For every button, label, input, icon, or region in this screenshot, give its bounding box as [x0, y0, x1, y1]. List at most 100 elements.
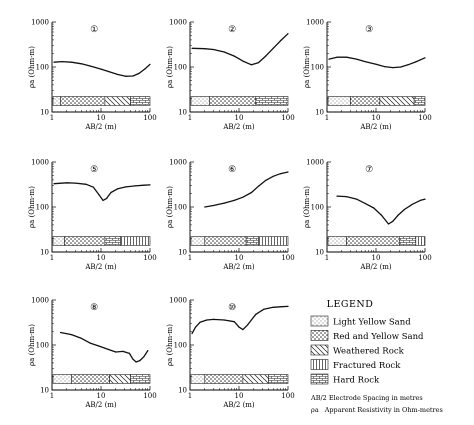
curve-point — [373, 207, 375, 209]
resistivity-symbol: ρa — [311, 406, 319, 414]
curve-point — [250, 191, 253, 194]
curve-point — [117, 73, 119, 76]
x-tick-label: 1 — [50, 254, 54, 262]
curve-point — [392, 220, 394, 222]
x-tick-label: 100 — [143, 392, 156, 400]
curve-point — [92, 186, 94, 188]
curve-point — [381, 214, 383, 216]
resistivity-curve — [328, 56, 426, 69]
x-tick-label: 1 — [325, 114, 329, 122]
layer-hard-rock — [130, 96, 151, 106]
curve-point — [204, 206, 206, 208]
curve-point — [100, 68, 102, 70]
layer-light-yellow-sand — [190, 96, 210, 106]
x-tick-label: 10 — [372, 254, 381, 262]
layer-hard-rock — [104, 236, 121, 246]
curve-point — [281, 306, 283, 308]
curve-point — [424, 57, 426, 59]
y-tick-label: 10 — [178, 109, 187, 117]
curve-point — [287, 171, 289, 173]
curve-point — [355, 58, 358, 60]
layer-fractured-rock — [120, 236, 151, 246]
curve-point — [419, 199, 421, 201]
y-tick-label: 1000 — [169, 297, 187, 305]
y-axis-label: ρa (Ohm-m) — [166, 324, 174, 366]
curve-point — [255, 313, 257, 315]
layer-hard-rock — [413, 96, 426, 106]
y-tick-label: 10 — [40, 109, 49, 117]
curve-point — [247, 324, 249, 326]
y-tick-label: 10 — [315, 109, 324, 117]
curve-point — [403, 208, 405, 211]
curve-point — [384, 66, 386, 68]
curve-point — [400, 66, 402, 68]
curve-point — [265, 179, 267, 181]
curve-point — [345, 56, 348, 58]
panel-number: ⑦ — [365, 165, 373, 175]
y-axis-label: ρa (Ohm-m) — [166, 186, 174, 228]
curve-point — [364, 61, 366, 63]
curve-point — [199, 321, 201, 323]
layer-weathered-rock — [104, 96, 131, 106]
x-axis-label: AB/2 (m) — [84, 263, 117, 271]
resistivity-description: Apparent Resistivity in Ohm-metres — [324, 406, 443, 414]
curve-point — [61, 61, 63, 63]
curve-point — [287, 305, 289, 307]
curve-point — [223, 202, 225, 204]
curve-point — [397, 214, 399, 216]
legend-note-spacing: AB/2 Electrode Spacing in metres — [310, 394, 423, 402]
curve-point — [195, 326, 197, 328]
curve-point — [132, 358, 134, 360]
panel-number: ② — [228, 25, 236, 35]
panel-number: ⑩ — [228, 303, 236, 313]
x-tick-label: 1 — [50, 392, 54, 400]
curve-point — [336, 195, 338, 197]
curve-point — [233, 199, 235, 201]
curve-point — [85, 183, 87, 185]
curve-point — [98, 345, 100, 347]
y-axis-label: ρa (Ohm-m) — [303, 186, 311, 228]
x-axis-label: AB/2 (m) — [359, 263, 392, 271]
curve-point — [60, 331, 62, 334]
y-tick-label: 100 — [36, 64, 49, 72]
curve-point — [272, 47, 274, 49]
curve-point — [411, 203, 413, 205]
curve-point — [102, 199, 104, 201]
legend-label-hard-rock: Hard Rock — [333, 376, 380, 386]
curve-point — [407, 64, 409, 66]
y-tick-label: 10 — [315, 249, 324, 257]
curve-point — [415, 61, 417, 63]
curve-point — [125, 186, 127, 188]
curve-point — [135, 361, 137, 363]
curve-point — [257, 62, 260, 64]
curve-point — [191, 47, 193, 49]
y-axis-label: ρa (Ohm-m) — [166, 46, 174, 88]
legend: LEGEND Light Yellow Sand Red and Yellow Sa… — [310, 299, 443, 414]
legend-swatch-red-yellow-sand — [310, 330, 329, 341]
y-tick-label: 1000 — [169, 19, 187, 27]
layer-hard-rock — [130, 374, 151, 384]
panel-number: ① — [90, 25, 98, 35]
curve-point — [355, 198, 358, 200]
layer-red-yellow-sand — [346, 236, 400, 246]
x-axis-label: AB/2 (m) — [222, 263, 255, 271]
resistivity-curve — [191, 33, 289, 66]
layer-fractured-rock — [258, 236, 289, 246]
layer-hard-rock — [268, 374, 289, 384]
curve-point — [279, 40, 281, 42]
x-tick-label: 100 — [281, 114, 294, 122]
layer-weathered-rock — [242, 374, 269, 384]
y-axis-label: ρa (Ohm-m) — [28, 324, 36, 366]
y-tick-label: 1000 — [306, 159, 324, 167]
x-axis-label: AB/2 (m) — [222, 123, 255, 131]
curve-point — [250, 64, 253, 66]
curve-point — [392, 67, 394, 69]
panel-number: ③ — [365, 25, 373, 35]
resistivity-curve — [53, 182, 151, 202]
resistivity-curve — [53, 60, 151, 77]
x-tick-label: 10 — [235, 254, 244, 262]
